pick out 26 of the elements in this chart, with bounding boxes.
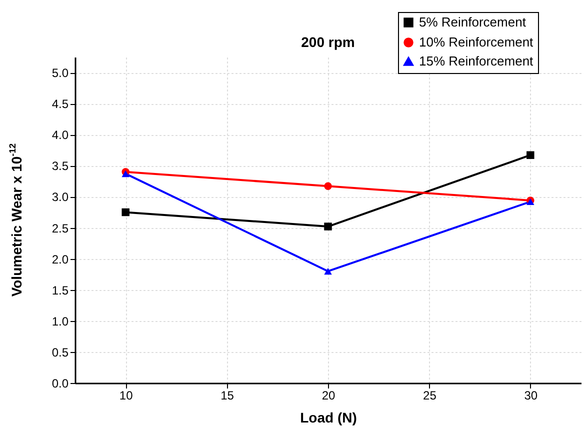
x-axis-title: Load (N): [300, 410, 357, 426]
y-tick-label: 5.0: [52, 66, 69, 80]
legend-label: 10% Reinforcement: [419, 34, 534, 50]
x-tick-label: 10: [119, 388, 134, 402]
x-tick-label: 20: [322, 388, 336, 402]
point: [324, 182, 332, 190]
y-tick-label: 2.0: [52, 252, 69, 266]
x-tick-label: 15: [220, 388, 234, 402]
x-tick-label: 25: [423, 388, 437, 402]
y-tick-label: 0.5: [52, 345, 69, 360]
legend-label: 5% Reinforcement: [419, 14, 526, 30]
y-tick-label: 0.0: [52, 376, 69, 390]
y-tick-label: 1.5: [52, 283, 69, 298]
y-tick-label: 4.5: [52, 97, 69, 112]
x-tick-label: 30: [524, 388, 538, 402]
y-tick-label: 3.0: [52, 190, 69, 204]
point: [122, 208, 130, 216]
point: [324, 222, 332, 230]
point: [324, 268, 332, 275]
legend-label: 15% Reinforcement: [419, 54, 534, 68]
chart-title: 200 rpm: [301, 34, 355, 50]
point: [526, 151, 534, 159]
y-tick-label: 1.0: [52, 314, 69, 328]
y-tick-label: 4.0: [52, 128, 69, 142]
y-tick-label: 2.5: [52, 221, 69, 236]
y-tick-label: 3.5: [52, 159, 69, 174]
